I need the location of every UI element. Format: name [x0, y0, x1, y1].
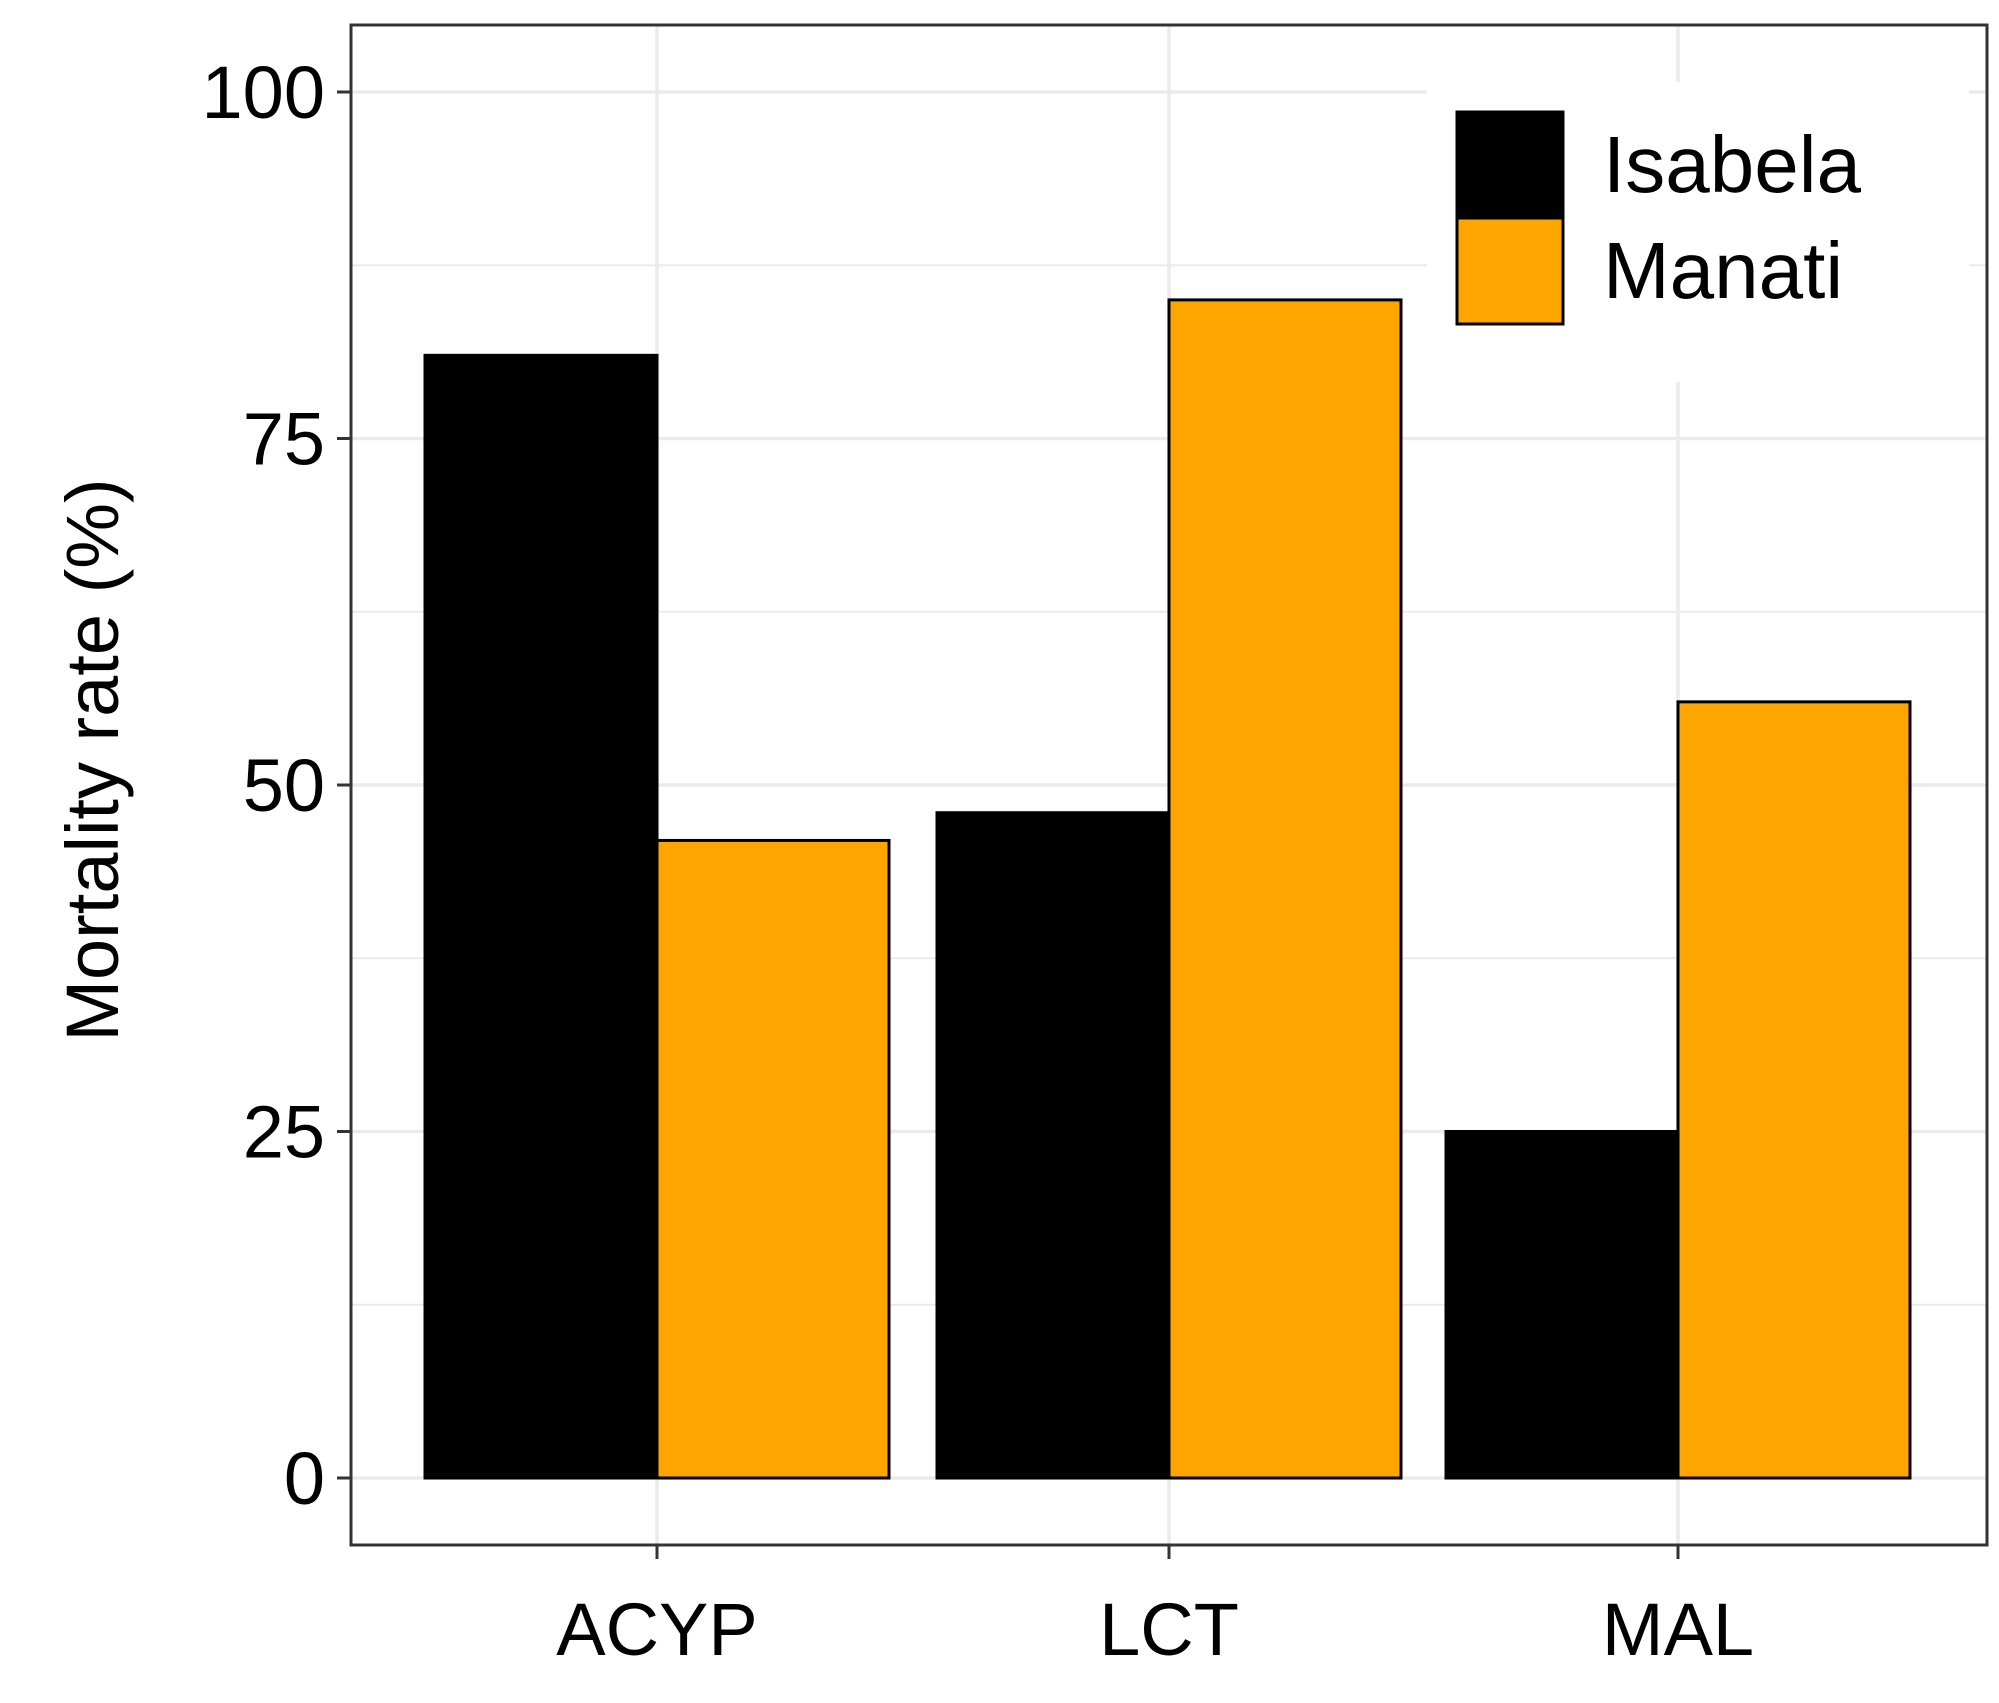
legend-label-manati: Manati: [1603, 226, 1843, 315]
x-axis: ACYP LCT MAL: [556, 1545, 1754, 1671]
bar-isabela-acyp: [423, 353, 659, 1480]
y-tick-label: 75: [243, 398, 325, 481]
bar-manati-acyp: [655, 838, 891, 1480]
y-tick-label: 100: [202, 51, 325, 134]
bar-manati-mal: [1676, 700, 1912, 1480]
legend-label-isabela: Isabela: [1603, 120, 1861, 209]
bars-layer: [423, 298, 1912, 1480]
legend-key-isabela: [1455, 110, 1565, 220]
x-tick-label-mal: MAL: [1602, 1588, 1754, 1671]
bar-manati-lct: [1167, 298, 1403, 1480]
y-axis: 0 25 50 75 100: [202, 51, 351, 1520]
bar-isabela-lct: [935, 811, 1171, 1480]
y-tick-label: 25: [243, 1091, 325, 1174]
x-tick-label-acyp: ACYP: [556, 1588, 758, 1671]
bar-isabela-mal: [1444, 1130, 1680, 1480]
y-tick-label: 50: [243, 744, 325, 827]
legend: Isabela Manati: [1427, 82, 1969, 382]
y-tick-label: 0: [284, 1437, 325, 1520]
legend-key-manati: [1455, 216, 1565, 326]
x-tick-label-lct: LCT: [1099, 1588, 1239, 1671]
y-axis-title: Mortality rate (%): [51, 478, 134, 1041]
